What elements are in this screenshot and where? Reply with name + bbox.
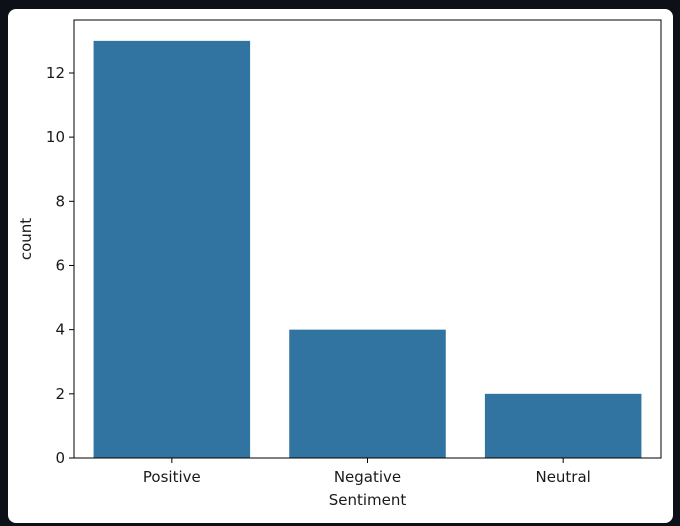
- y-axis-label: count: [17, 218, 35, 260]
- chart-frame: 0 2 4 6 8 10 12 Positive Negative Neutral count …: [8, 9, 673, 523]
- bars-group: [93, 40, 642, 458]
- y-tick-label: 0: [55, 449, 65, 467]
- y-tick-label: 4: [55, 321, 65, 339]
- y-axis-ticks: 0 2 4 6 8 10 12: [46, 64, 74, 467]
- y-tick-label: 8: [55, 192, 65, 210]
- y-tick-label: 2: [55, 385, 65, 403]
- bar-neutral: [484, 393, 642, 458]
- x-axis-ticks: Positive Negative Neutral: [143, 458, 591, 486]
- y-tick-label: 12: [46, 64, 65, 82]
- x-tick-label: Neutral: [535, 468, 590, 486]
- plot-area-border: [73, 19, 662, 459]
- x-tick-label: Negative: [334, 468, 401, 486]
- bar-positive: [93, 40, 251, 458]
- x-axis-label: Sentiment: [329, 491, 407, 509]
- y-tick-label: 6: [55, 256, 65, 274]
- bar-negative: [289, 329, 446, 458]
- y-tick-label: 10: [46, 128, 65, 146]
- x-tick-label: Positive: [143, 468, 201, 486]
